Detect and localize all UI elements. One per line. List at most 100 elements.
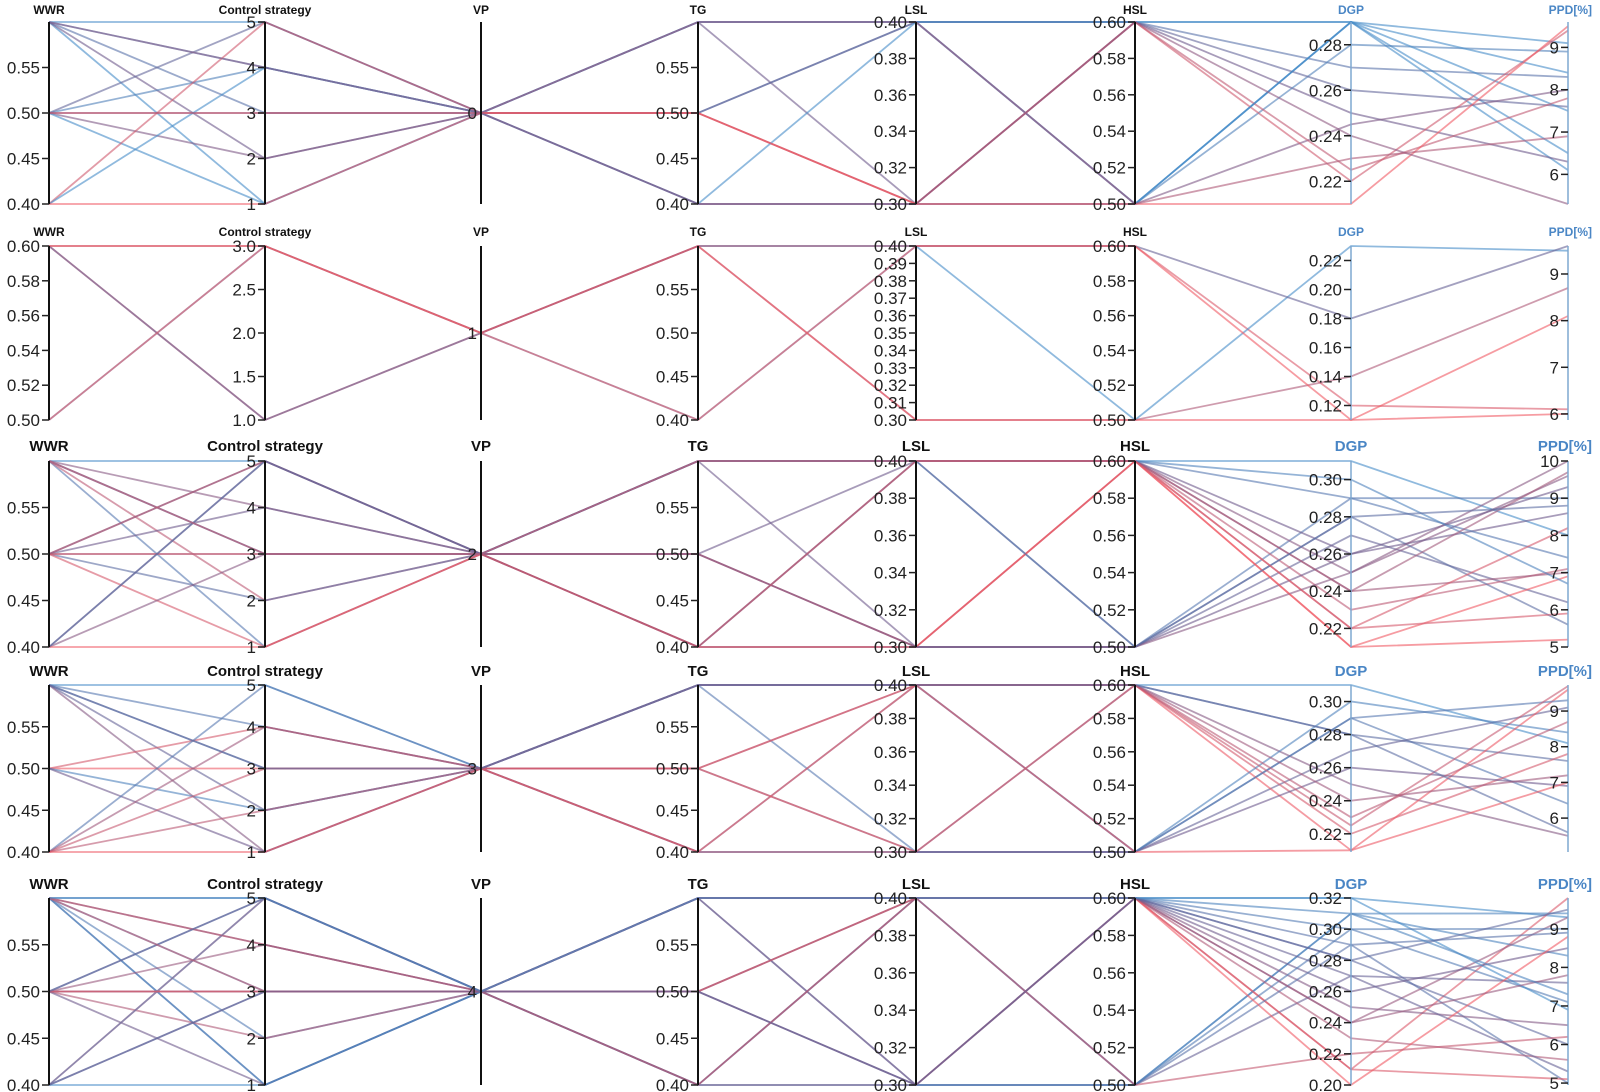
tick-label: 0.56 xyxy=(1093,743,1126,762)
axis-hsl: HSL 0.50 0.52 0.54 0.56 0.58 0.60 xyxy=(1093,876,1150,1092)
tick-label: 0.45 xyxy=(656,1029,689,1048)
axis-title: LSL xyxy=(905,3,928,17)
tick-label: 7 xyxy=(1550,997,1559,1016)
axis-tg: TG 0.40 0.45 0.50 0.55 xyxy=(656,3,706,214)
tick-label: 0.50 xyxy=(1093,843,1126,862)
tick-label: 0.58 xyxy=(1093,709,1126,728)
tick-label: 0.58 xyxy=(1093,272,1126,291)
tick-label: 4 xyxy=(468,983,477,1002)
tick-label: 0.30 xyxy=(874,411,907,430)
tick-label: 4 xyxy=(247,718,256,737)
axis-dgp: DGP 0.22 0.24 0.26 0.28 0.30 xyxy=(1309,438,1367,647)
data-line-2 xyxy=(48,244,1569,422)
tick-label: 0.28 xyxy=(1309,508,1342,527)
axis-title: Control strategy xyxy=(219,3,312,17)
tick-label: 0.56 xyxy=(1093,307,1126,326)
tick-label: 0.38 xyxy=(874,49,907,68)
panel-vp-1: WWR 0.50 0.52 0.54 0.56 0.58 0.60 Control strat… xyxy=(7,225,1592,430)
tick-label: 0.24 xyxy=(1309,582,1342,601)
tick-label: 0.54 xyxy=(1093,341,1126,360)
tick-label: 0.32 xyxy=(874,159,907,178)
axis-title: Control strategy xyxy=(219,225,312,239)
tick-label: 0.38 xyxy=(874,272,907,291)
data-line-17 xyxy=(48,460,1569,630)
tick-label: 7 xyxy=(1550,358,1559,377)
tick-label: 0.34 xyxy=(874,776,907,795)
polylines xyxy=(48,20,1569,206)
data-line-21 xyxy=(49,897,1569,996)
tick-label: 0.20 xyxy=(1309,281,1342,300)
tick-label: 0.40 xyxy=(7,638,40,657)
tick-label: 0.24 xyxy=(1309,792,1342,811)
tick-label: 3 xyxy=(247,760,256,779)
axis-title: WWR xyxy=(29,876,68,893)
tick-label: 0.32 xyxy=(874,376,907,395)
tick-label: 0.36 xyxy=(874,307,907,326)
tick-label: 0.56 xyxy=(7,307,40,326)
tick-label: 1 xyxy=(247,1076,256,1092)
tick-label: 0.37 xyxy=(874,289,907,308)
axis-title: WWR xyxy=(29,438,68,455)
polylines xyxy=(48,244,1569,422)
panel-vp-2: WWR 0.40 0.45 0.50 0.55 Control strategy 1 2 3 4 5… xyxy=(7,438,1592,657)
axis-wwr: WWR 0.40 0.45 0.50 0.55 xyxy=(7,3,65,214)
tick-label: 0.54 xyxy=(1093,1001,1126,1020)
tick-label: 1.0 xyxy=(232,411,256,430)
axis-title: HSL xyxy=(1120,876,1150,893)
tick-label: 7 xyxy=(1550,773,1559,792)
tick-label: 0.50 xyxy=(7,760,40,779)
tick-label: 2 xyxy=(247,1029,256,1048)
axis-ppd: PPD[%] 5 6 7 8 9 xyxy=(1538,876,1592,1092)
axis-hsl: HSL 0.50 0.52 0.54 0.56 0.58 0.60 xyxy=(1093,438,1150,657)
axis-title: VP xyxy=(471,876,491,893)
tick-label: 5 xyxy=(1550,638,1559,657)
tick-label: 0.22 xyxy=(1309,1045,1342,1064)
tick-label: 0.60 xyxy=(1093,889,1126,908)
tick-label: 5 xyxy=(247,452,256,471)
data-line-3 xyxy=(48,245,1569,422)
tick-label: 0.36 xyxy=(874,743,907,762)
tick-label: 0.31 xyxy=(874,394,907,413)
tick-label: 0.24 xyxy=(1309,127,1342,146)
tick-label: 0.26 xyxy=(1309,759,1342,778)
tick-label: 0.56 xyxy=(1093,964,1126,983)
axis-tg: TG 0.40 0.45 0.50 0.55 xyxy=(656,225,706,430)
tick-label: 0.50 xyxy=(656,983,689,1002)
tick-label: 9 xyxy=(1550,265,1559,284)
tick-label: 3 xyxy=(468,760,477,779)
tick-label: 0.52 xyxy=(1093,159,1126,178)
tick-label: 0.34 xyxy=(874,1001,907,1020)
tick-label: 0.45 xyxy=(656,801,689,820)
tick-label: 0.36 xyxy=(874,526,907,545)
axis-wwr: WWR 0.40 0.45 0.50 0.55 xyxy=(7,438,69,657)
tick-label: 0.50 xyxy=(656,760,689,779)
tick-label: 0.26 xyxy=(1309,81,1342,100)
tick-label: 0.58 xyxy=(1093,489,1126,508)
tick-label: 0.26 xyxy=(1309,983,1342,1002)
data-line-5 xyxy=(48,244,1569,421)
axis-title: VP xyxy=(473,3,489,17)
tick-label: 0.40 xyxy=(656,195,689,214)
tick-label: 0.33 xyxy=(874,359,907,378)
tick-label: 0.45 xyxy=(7,1029,40,1048)
axis-title: Control strategy xyxy=(207,663,324,680)
axis-lsl: LSL 0.30 0.32 0.34 0.36 0.38 0.40 xyxy=(874,876,930,1092)
tick-label: 0.28 xyxy=(1309,951,1342,970)
axis-title: PPD[%] xyxy=(1538,438,1592,455)
tick-label: 0.40 xyxy=(7,195,40,214)
tick-label: 1 xyxy=(468,324,477,343)
axis-title: PPD[%] xyxy=(1538,876,1592,893)
axis-title: PPD[%] xyxy=(1549,225,1592,239)
tick-label: 0.38 xyxy=(874,709,907,728)
axis-title: TG xyxy=(688,438,709,455)
tick-label: 1 xyxy=(247,843,256,862)
data-line-0 xyxy=(48,245,1569,422)
tick-label: 0.32 xyxy=(874,601,907,620)
tick-label: 0.60 xyxy=(1093,452,1126,471)
tick-label: 3 xyxy=(247,983,256,1002)
axis-title: HSL xyxy=(1123,3,1147,17)
axis-vp: VP 0 xyxy=(468,3,489,204)
tick-label: 5 xyxy=(247,13,256,32)
axis-control-strategy: Control strategy 1 2 3 4 5 xyxy=(207,438,324,657)
